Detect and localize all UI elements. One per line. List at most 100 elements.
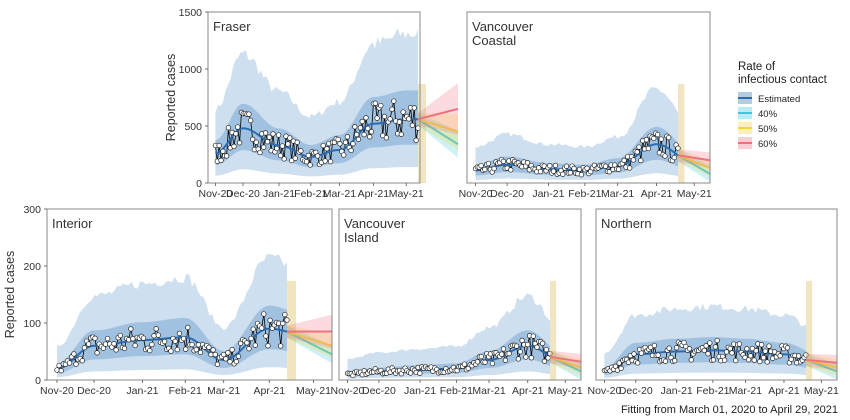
observed-point	[246, 111, 252, 117]
legend-item-50-: 50%	[738, 122, 778, 135]
observed-point	[482, 166, 488, 173]
forecast-line-60pct	[549, 355, 582, 363]
observed-point	[280, 320, 286, 327]
observed-point	[662, 358, 669, 364]
observed-point	[287, 135, 293, 141]
observed-point	[578, 172, 585, 178]
observed-point	[707, 340, 713, 346]
observed-point	[714, 337, 720, 344]
observed-point	[530, 333, 536, 339]
observed-point	[214, 361, 221, 367]
observed-point	[210, 347, 216, 353]
x-tick-label: Nov-20	[40, 385, 74, 397]
observed-point	[81, 345, 88, 351]
observed-point	[387, 116, 393, 122]
x-tick-label: Nov-20	[459, 188, 493, 200]
observed-point	[248, 117, 254, 124]
observed-point	[703, 343, 709, 349]
observed-point	[147, 347, 153, 354]
observed-point	[262, 130, 269, 136]
x-tick-label: Apr-21	[512, 385, 544, 397]
observed-point	[500, 158, 507, 164]
observed-point	[482, 359, 488, 365]
x-tick-label: Nov-20	[331, 385, 365, 397]
observed-point	[236, 140, 243, 146]
observed-point	[252, 342, 258, 348]
observed-point	[365, 125, 371, 132]
observed-point	[197, 349, 204, 356]
x-tick-label: Dec-20	[362, 385, 396, 397]
panel-interior: Interior Nov-20 Dec-20 Jan-21 Feb-21 Mar-21 Ap…	[3, 204, 333, 397]
observed-point	[223, 356, 229, 362]
observed-point	[616, 360, 622, 366]
observed-point	[292, 155, 298, 161]
observed-point	[615, 166, 622, 172]
observed-point	[128, 326, 134, 332]
observed-point	[621, 157, 627, 164]
observed-point	[502, 357, 509, 363]
observed-point	[519, 337, 525, 344]
x-tick-label: Nov-20	[588, 385, 622, 397]
x-tick-label: May-21	[548, 385, 583, 397]
observed-point	[478, 353, 484, 360]
observed-point	[172, 338, 178, 344]
observed-point	[528, 355, 535, 361]
observed-point	[79, 358, 85, 364]
observed-point	[168, 348, 174, 354]
forecast-band-60pct	[418, 82, 458, 135]
x-tick-label: Jan-21	[404, 385, 436, 397]
x-tick-label: Dec-20	[226, 188, 260, 200]
observed-point	[571, 165, 577, 172]
forecast-line-40pct	[286, 330, 333, 356]
x-tick-label: Dec-20	[490, 188, 524, 200]
observed-point	[638, 157, 644, 164]
observed-point	[185, 324, 191, 331]
legend-title-line: Rate of	[738, 61, 776, 73]
observed-point	[643, 137, 650, 143]
panel-title-line: Interior	[52, 216, 93, 231]
observed-point	[223, 153, 230, 159]
observed-point	[550, 168, 557, 174]
x-tick-label: Jan-21	[126, 385, 158, 397]
observed-point	[634, 149, 640, 155]
observed-point	[153, 326, 159, 332]
y-axis-label: Reported cases	[3, 251, 17, 339]
observed-point	[248, 335, 254, 342]
forecast-line-50pct	[417, 118, 459, 133]
observed-point	[539, 340, 546, 346]
observed-point	[686, 346, 693, 352]
observed-point	[400, 109, 406, 115]
observed-point	[618, 365, 624, 371]
panel-title: Interior	[52, 216, 93, 231]
observed-point	[638, 350, 645, 356]
observed-point	[92, 335, 98, 341]
observed-point	[630, 157, 637, 163]
observed-point	[363, 115, 369, 121]
observed-point	[151, 333, 157, 339]
observed-point	[489, 360, 496, 367]
observed-point	[274, 145, 280, 152]
observed-point	[281, 156, 287, 162]
observed-point	[727, 345, 733, 352]
observed-point	[117, 332, 123, 339]
observed-point	[249, 136, 256, 142]
observed-point	[381, 113, 388, 120]
observed-point	[500, 346, 507, 352]
observed-point	[651, 135, 657, 142]
panel-title-line: Fraser	[213, 19, 251, 34]
observed-point	[651, 342, 658, 349]
observed-point	[710, 357, 717, 363]
observed-point	[149, 341, 155, 348]
observed-point	[348, 147, 354, 154]
x-tick-label: Nov-20	[198, 188, 232, 200]
forecast-line-40pct	[417, 118, 459, 146]
observed-point	[547, 350, 553, 357]
observed-point	[71, 351, 77, 357]
x-tick-label: May-21	[677, 188, 712, 200]
observed-point	[130, 336, 136, 342]
observed-point	[354, 131, 360, 138]
observed-point	[563, 163, 570, 169]
observed-point	[795, 353, 802, 359]
observed-point	[655, 352, 661, 358]
